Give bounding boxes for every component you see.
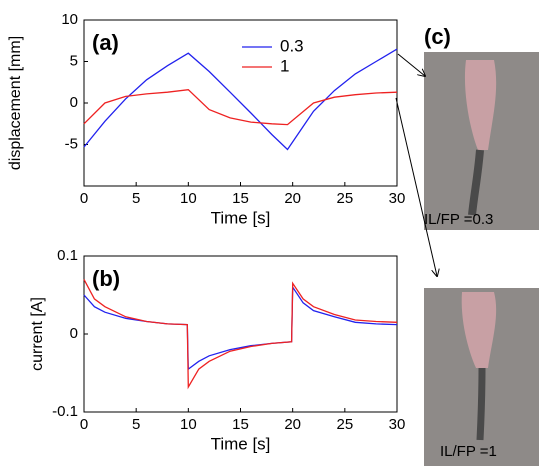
x-tick-label: 25 [336, 190, 353, 207]
arrow [395, 97, 437, 276]
x-tick-label: 20 [284, 190, 301, 207]
x-tick-label: 10 [180, 416, 197, 433]
y-axis-label: current [A] [29, 297, 46, 371]
photo-detail [476, 367, 486, 441]
legend-label: 0.3 [280, 36, 304, 55]
x-tick-label: 25 [336, 416, 353, 433]
legend-label: 1 [280, 56, 289, 75]
x-tick-label: 10 [180, 190, 197, 207]
y-tick-label: 5 [70, 52, 78, 69]
photo-detail [461, 292, 497, 368]
panel-label: (b) [92, 266, 120, 291]
y-tick-label: 0 [70, 325, 78, 342]
panel-c: (c) IL/FP =0.3 IL/FP =1 [395, 24, 539, 466]
x-tick-label: 30 [389, 416, 406, 433]
data-line [83, 285, 398, 371]
photo-caption: IL/FP =0.3 [424, 211, 493, 228]
y-tick-label: -5 [65, 135, 78, 152]
y-axis-label: displacement [mm] [7, 36, 24, 170]
data-line [83, 279, 398, 390]
x-tick-label: 15 [232, 190, 249, 207]
y-tick-label: 10 [61, 11, 78, 28]
photo-caption: IL/FP =1 [440, 443, 497, 460]
photo-detail [464, 60, 497, 150]
x-tick-label: 30 [389, 190, 406, 207]
data-line [83, 48, 398, 151]
y-tick-label: -0.1 [52, 403, 78, 420]
y-tick-label: 0.1 [57, 247, 78, 264]
x-tick-label: 20 [284, 416, 301, 433]
x-tick-label: 0 [80, 416, 88, 433]
x-axis-label: Time [s] [211, 208, 271, 227]
x-tick-label: 15 [232, 416, 249, 433]
photo-detail [468, 149, 484, 216]
data-line [83, 89, 398, 126]
x-tick-label: 5 [132, 190, 140, 207]
panel-label: (c) [424, 24, 451, 49]
plot-frame [83, 255, 398, 413]
y-tick-label: 0 [70, 94, 78, 111]
x-tick-label: 5 [132, 416, 140, 433]
x-axis-label: Time [s] [211, 434, 271, 453]
x-tick-label: 0 [80, 190, 88, 207]
arrow [397, 53, 425, 76]
panel-label: (a) [92, 30, 119, 55]
